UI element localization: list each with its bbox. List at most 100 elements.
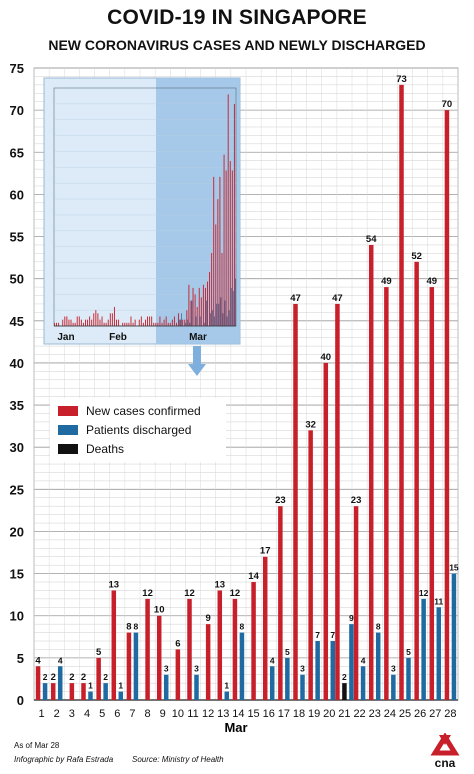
inset-bar-discharged [232, 291, 234, 326]
data-label: 7 [315, 630, 320, 640]
inset-bar [113, 306, 115, 326]
x-tick-label: 4 [84, 708, 90, 720]
legend-item-new-cases: New cases confirmed [58, 404, 201, 418]
x-tick-label: 25 [399, 708, 411, 720]
new-cases-bar [308, 430, 313, 700]
discharged-bar [360, 666, 366, 700]
inset-bar [76, 316, 78, 326]
new-cases-bar [232, 598, 238, 700]
logo-text: cna [435, 756, 456, 769]
inset-bar [176, 322, 177, 326]
inset-bar [93, 313, 95, 326]
inset-bar [171, 319, 173, 326]
inset-bar [155, 322, 157, 326]
data-label: 15 [449, 563, 459, 573]
data-label: 6 [175, 638, 180, 649]
data-label: 23 [351, 495, 362, 506]
discharged-bar [451, 573, 457, 700]
inset-bar [116, 319, 117, 326]
inset-bar [128, 322, 130, 326]
x-tick-label: 26 [414, 708, 426, 720]
legend-swatch-red [58, 406, 78, 416]
discharged-bar [118, 691, 124, 700]
inset-bar-discharged [230, 287, 232, 326]
new-cases-bar [278, 506, 283, 700]
inset-bar [157, 322, 159, 326]
y-tick-label: 20 [10, 524, 24, 539]
inset-bar [99, 319, 101, 326]
data-label: 47 [290, 293, 301, 304]
inset-bar [126, 322, 128, 326]
discharged-bar [436, 607, 442, 700]
inset-bar-discharged [179, 319, 180, 326]
inset-bar-discharged [195, 316, 197, 326]
new-cases-bar [353, 506, 359, 700]
discharged-bar [406, 657, 411, 700]
inset-bar [233, 103, 235, 326]
new-cases-bar [35, 666, 41, 700]
legend-swatch-black [58, 444, 78, 454]
legend-item-deaths: Deaths [58, 442, 124, 456]
x-axis-label: Mar [224, 720, 247, 735]
inset-bar [169, 322, 171, 326]
inset-bar [87, 319, 89, 326]
data-label: 2 [342, 672, 347, 682]
inset-bar-discharged [199, 316, 201, 326]
new-cases-bar [81, 683, 86, 700]
inset-bar [221, 253, 223, 326]
inset-bar [213, 176, 215, 326]
data-label: 47 [332, 293, 343, 304]
inset-bar [153, 322, 155, 326]
inset-bar [196, 306, 198, 326]
new-cases-bar [145, 598, 150, 700]
discharged-bar [42, 683, 48, 700]
inset-bar [188, 284, 190, 326]
inset-bar [211, 253, 213, 326]
inset-bar-discharged [189, 322, 191, 326]
inset-bar [209, 272, 211, 326]
discharged-bar [349, 624, 354, 700]
inset-bar [80, 319, 82, 326]
data-label: 12 [230, 588, 241, 599]
chart-title: COVID-19 IN SINGAPORE [107, 6, 367, 29]
inset-bar-discharged [191, 300, 193, 326]
data-label: 4 [270, 655, 275, 665]
inset-bar [163, 319, 165, 326]
data-label: 52 [411, 251, 422, 262]
inset-bar-discharged [214, 316, 216, 326]
inset-bar-discharged [222, 313, 224, 326]
data-label: 8 [134, 622, 139, 632]
new-cases-bar [399, 84, 404, 700]
x-tick-label: 21 [338, 708, 350, 720]
inset-bar-discharged [203, 322, 205, 326]
y-tick-label: 35 [10, 398, 24, 413]
inset-bar [66, 316, 68, 326]
inset-bar-discharged [185, 322, 187, 326]
data-label: 12 [184, 588, 195, 599]
x-tick-label: 8 [145, 708, 151, 720]
x-tick-label: 1 [39, 708, 45, 720]
discharged-bar [375, 632, 381, 700]
inset-bar [159, 316, 161, 326]
inset-bar [219, 176, 221, 326]
new-cases-bar [293, 303, 298, 700]
x-axis-ticks: 1 2 3 4 5 6 7 8 9 10 11 12 13 14 15 16 17 18 19 20 21 22 23 24 2… [39, 708, 457, 720]
data-label: 5 [285, 647, 290, 657]
discharged-bar [300, 674, 305, 700]
data-label: 1 [88, 681, 93, 691]
discharged-bar [163, 674, 169, 700]
inset-bar [180, 319, 182, 326]
x-tick-label: 3 [69, 708, 75, 720]
y-tick-label: 10 [10, 609, 24, 624]
inset-bar [173, 316, 175, 326]
x-tick-label: 11 [187, 708, 198, 720]
inset-bar [204, 287, 206, 326]
data-label: 8 [240, 622, 245, 632]
inset-bar [223, 154, 225, 326]
inset-bar-discharged [228, 310, 230, 326]
data-label: 49 [381, 276, 392, 287]
new-cases-bar [323, 362, 329, 700]
inset-bar [58, 322, 60, 326]
data-label: 2 [43, 672, 48, 682]
